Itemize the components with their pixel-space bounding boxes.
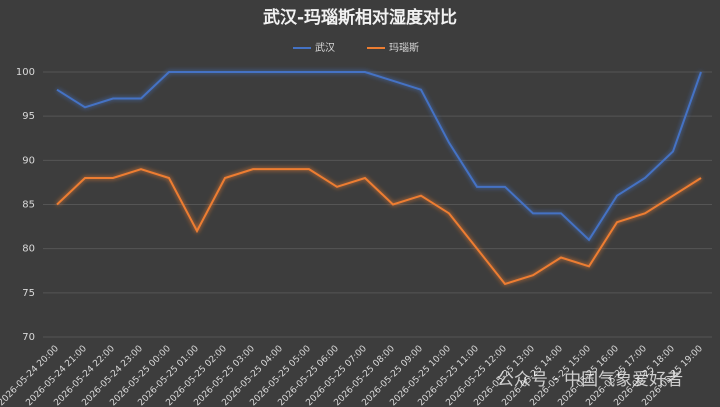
data-line [56, 168, 702, 286]
y-tick-label: 75 [22, 288, 35, 299]
chart-title: 武汉-玛瑙斯相对湿度对比 [263, 7, 457, 28]
y-tick-label: 80 [22, 244, 35, 255]
y-tick-label: 100 [16, 67, 35, 78]
y-tick-label: 90 [22, 155, 35, 166]
watermark: 公众号 · 中国气象爱好者 [497, 370, 683, 390]
y-tick-label: 95 [22, 111, 35, 122]
y-tick-label: 70 [22, 332, 35, 343]
legend-label: 武汉 [315, 41, 335, 54]
legend-label: 玛瑙斯 [389, 41, 419, 54]
y-tick-label: 85 [22, 200, 35, 211]
data-line [56, 71, 702, 242]
